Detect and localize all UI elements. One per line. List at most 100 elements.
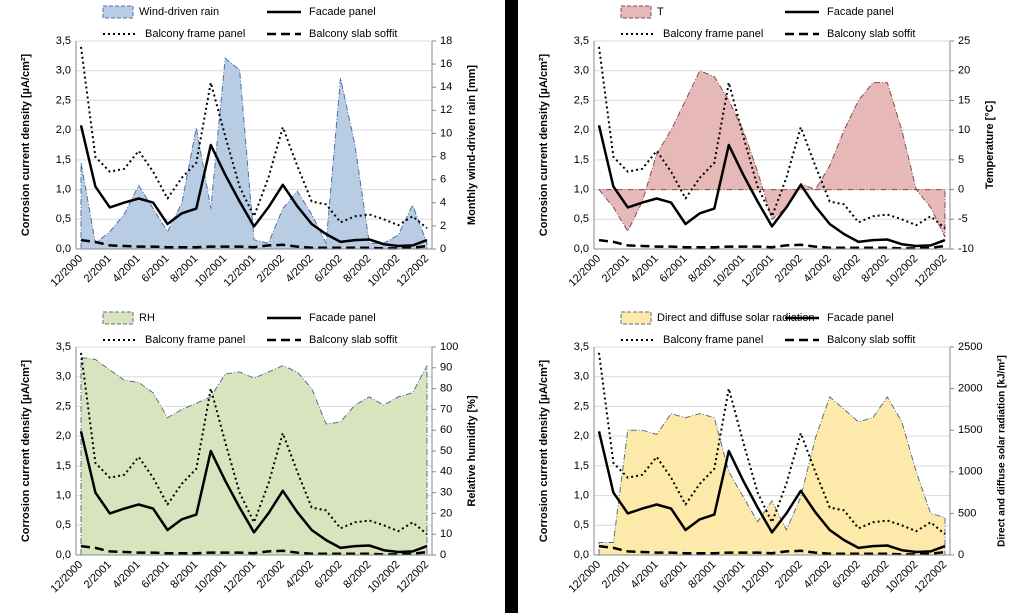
y-tick-label: 2,0 — [574, 124, 589, 136]
line — [598, 238, 946, 250]
y2-tick-label: 1500 — [958, 424, 982, 436]
y2-tick-label: 60 — [440, 424, 452, 436]
legend-label: Wind-driven rain — [139, 6, 219, 18]
y2-tick-label: 2000 — [958, 383, 982, 395]
y2-tick-label: 80 — [440, 383, 452, 395]
divider — [505, 0, 518, 613]
y2-tick-label: 40 — [440, 466, 452, 478]
y-tick-label: 1,5 — [56, 460, 71, 472]
y-axis-title: Corrosion current density [µA/cm²] — [538, 53, 550, 236]
legend-label: Direct and diffuse solar radiation — [657, 312, 815, 324]
legend-swatch — [620, 5, 652, 19]
y-tick-label: 3,0 — [56, 65, 71, 77]
y-axis-title: Corrosion current density [µA/cm²] — [20, 53, 32, 236]
y2-tick-label: 10 — [958, 124, 970, 136]
y-tick-label: 0,5 — [574, 213, 589, 225]
legend-swatch — [102, 5, 134, 19]
y-tick-label: 2,0 — [574, 430, 589, 442]
y2-tick-label: 10 — [440, 127, 452, 139]
legend-label: Balcony frame panel — [663, 28, 763, 40]
area — [80, 57, 428, 250]
y-tick-label: 0,0 — [56, 549, 71, 561]
y-tick-label: 3,5 — [574, 35, 589, 47]
y-tick-label: 3,5 — [56, 35, 71, 47]
y2-axis-title: Temperature [°C] — [984, 100, 996, 189]
y-tick-label: 0,0 — [574, 243, 589, 255]
y-tick-label: 2,5 — [56, 400, 71, 412]
y2-tick-label: 8 — [440, 150, 446, 162]
y2-tick-label: 1000 — [958, 466, 982, 478]
line — [598, 544, 946, 556]
y2-tick-label: 6 — [440, 174, 446, 186]
y2-tick-label: 100 — [440, 341, 458, 353]
y-tick-label: 0,0 — [574, 549, 589, 561]
y-tick-label: 3,0 — [574, 371, 589, 383]
y-tick-label: 0,5 — [574, 519, 589, 531]
y2-tick-label: 12 — [440, 104, 452, 116]
y2-tick-label: 15 — [958, 94, 970, 106]
legend-label: Balcony slab soffit — [309, 28, 397, 40]
y2-tick-label: 0 — [440, 549, 446, 561]
y2-tick-label: 90 — [440, 362, 452, 374]
y-tick-label: 2,5 — [574, 400, 589, 412]
y-tick-label: 3,5 — [56, 341, 71, 353]
y-tick-label: 2,0 — [56, 124, 71, 136]
area — [598, 70, 946, 238]
y-tick-label: 1,0 — [56, 183, 71, 195]
y-axis-title: Corrosion current density [µA/cm²] — [538, 359, 550, 542]
y2-tick-label: 4 — [440, 197, 446, 209]
y-tick-label: 3,0 — [574, 65, 589, 77]
y2-tick-label: 5 — [958, 154, 964, 166]
y2-tick-label: 2500 — [958, 341, 982, 353]
line — [79, 431, 428, 554]
legend-swatch — [620, 311, 652, 325]
y2-tick-label: -5 — [958, 213, 968, 225]
legend-label: T — [657, 6, 664, 18]
y-tick-label: 1,5 — [574, 460, 589, 472]
y-tick-label: 1,5 — [574, 154, 589, 166]
y2-tick-label: 14 — [440, 81, 452, 93]
area — [598, 395, 946, 556]
y2-tick-label: 50 — [440, 445, 452, 457]
y2-tick-label: 0 — [958, 183, 964, 195]
legend-label: Facade panel — [309, 6, 376, 18]
y2-tick-label: 18 — [440, 35, 452, 47]
legend-label: Balcony frame panel — [145, 334, 245, 346]
line — [80, 238, 428, 250]
legend-label: RH — [139, 312, 155, 324]
y2-tick-label: 20 — [440, 507, 452, 519]
y-tick-label: 3,0 — [56, 371, 71, 383]
y-tick-label: 0,0 — [56, 243, 71, 255]
legend-label: Facade panel — [827, 6, 894, 18]
y2-tick-label: 0 — [958, 549, 964, 561]
y2-tick-label: -10 — [958, 243, 974, 255]
line — [80, 544, 428, 556]
legend-label: Balcony frame panel — [663, 334, 763, 346]
y-tick-label: 0,5 — [56, 213, 71, 225]
y2-tick-label: 70 — [440, 403, 452, 415]
y2-tick-label: 0 — [440, 243, 446, 255]
y2-tick-label: 2 — [440, 220, 446, 232]
y2-axis-title: Monthly wind-driven rain [mm] — [466, 65, 478, 225]
y2-axis-title: Direct and diffuse solar radiation [kJ/m… — [997, 355, 1008, 547]
y2-axis-title: Relative humidity [%] — [466, 395, 478, 507]
line — [597, 431, 946, 554]
legend-label: Balcony frame panel — [145, 28, 245, 40]
line — [79, 125, 428, 248]
y2-tick-label: 20 — [958, 65, 970, 77]
y-tick-label: 2,0 — [56, 430, 71, 442]
legend-swatch — [102, 311, 134, 325]
y-tick-label: 3,5 — [574, 341, 589, 353]
y-tick-label: 1,5 — [56, 154, 71, 166]
y2-tick-label: 25 — [958, 35, 970, 47]
area — [80, 356, 428, 556]
y-tick-label: 0,5 — [56, 519, 71, 531]
legend-label: Balcony slab soffit — [309, 334, 397, 346]
y-tick-label: 1,0 — [56, 489, 71, 501]
line — [597, 125, 946, 248]
y-axis-title: Corrosion current density [µA/cm²] — [20, 359, 32, 542]
legend-label: Facade panel — [309, 312, 376, 324]
y2-tick-label: 10 — [440, 528, 452, 540]
legend-label: Balcony slab soffit — [827, 334, 915, 346]
